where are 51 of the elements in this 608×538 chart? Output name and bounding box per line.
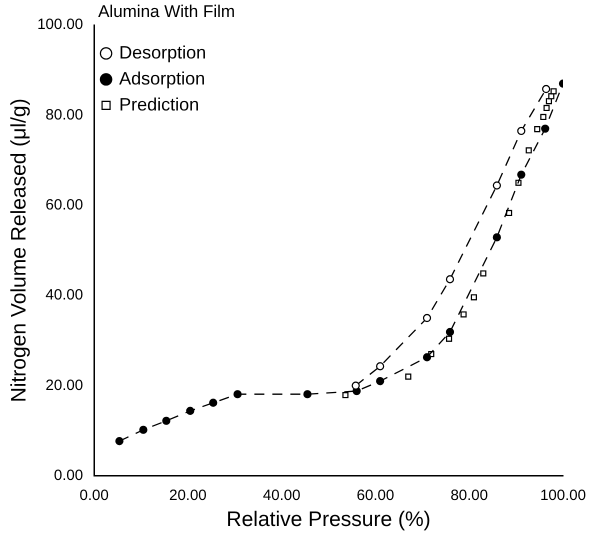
point — [422, 314, 432, 322]
legend-label: Desorption — [119, 42, 206, 62]
point — [546, 98, 552, 104]
y-tick-label: 100.00 — [37, 16, 84, 34]
point — [492, 233, 501, 242]
point — [517, 170, 526, 179]
point — [517, 126, 526, 136]
point — [544, 104, 550, 112]
x-tick-label: 20.00 — [169, 486, 207, 504]
point — [492, 181, 501, 190]
point — [446, 275, 454, 284]
y-tick-label: 40.00 — [46, 286, 84, 304]
point — [541, 124, 550, 133]
point — [376, 362, 384, 370]
y-tick-label: 20.00 — [46, 376, 84, 394]
x-tick-label: 40.00 — [262, 486, 300, 504]
point — [470, 294, 477, 300]
legend-label: Prediction — [119, 94, 200, 114]
point — [139, 426, 148, 434]
point — [352, 382, 360, 390]
legend-title: Alumina With Film — [98, 2, 236, 22]
point — [534, 126, 540, 132]
x-tick-label: 0.00 — [79, 486, 109, 504]
point — [405, 374, 412, 380]
point — [233, 390, 242, 398]
x-axis-title: Relative Pressure (%) — [226, 508, 431, 532]
point — [542, 84, 550, 94]
point — [115, 436, 124, 446]
x-tick-label: 60.00 — [356, 486, 394, 504]
point — [446, 336, 452, 342]
y-tick-label: 80.00 — [46, 106, 84, 124]
point — [526, 147, 532, 154]
point — [342, 392, 348, 398]
x-tick-label: 100.00 — [540, 486, 586, 504]
point — [548, 93, 554, 100]
point — [550, 88, 557, 94]
y-tick-label: 0.00 — [54, 466, 84, 484]
point — [460, 311, 467, 318]
y-tick-label: 60.00 — [46, 196, 84, 214]
point — [186, 406, 194, 415]
point — [422, 353, 432, 362]
point — [480, 270, 486, 276]
point — [303, 390, 312, 398]
point — [540, 114, 546, 120]
x-tick-label: 80.00 — [450, 486, 488, 504]
y-axis-title: Nitrogen Volume Released (μl/g) — [7, 98, 30, 402]
point — [446, 328, 454, 336]
point — [209, 398, 218, 407]
point — [376, 377, 384, 386]
legend-label: Adsorption — [119, 68, 206, 88]
point — [162, 416, 170, 425]
